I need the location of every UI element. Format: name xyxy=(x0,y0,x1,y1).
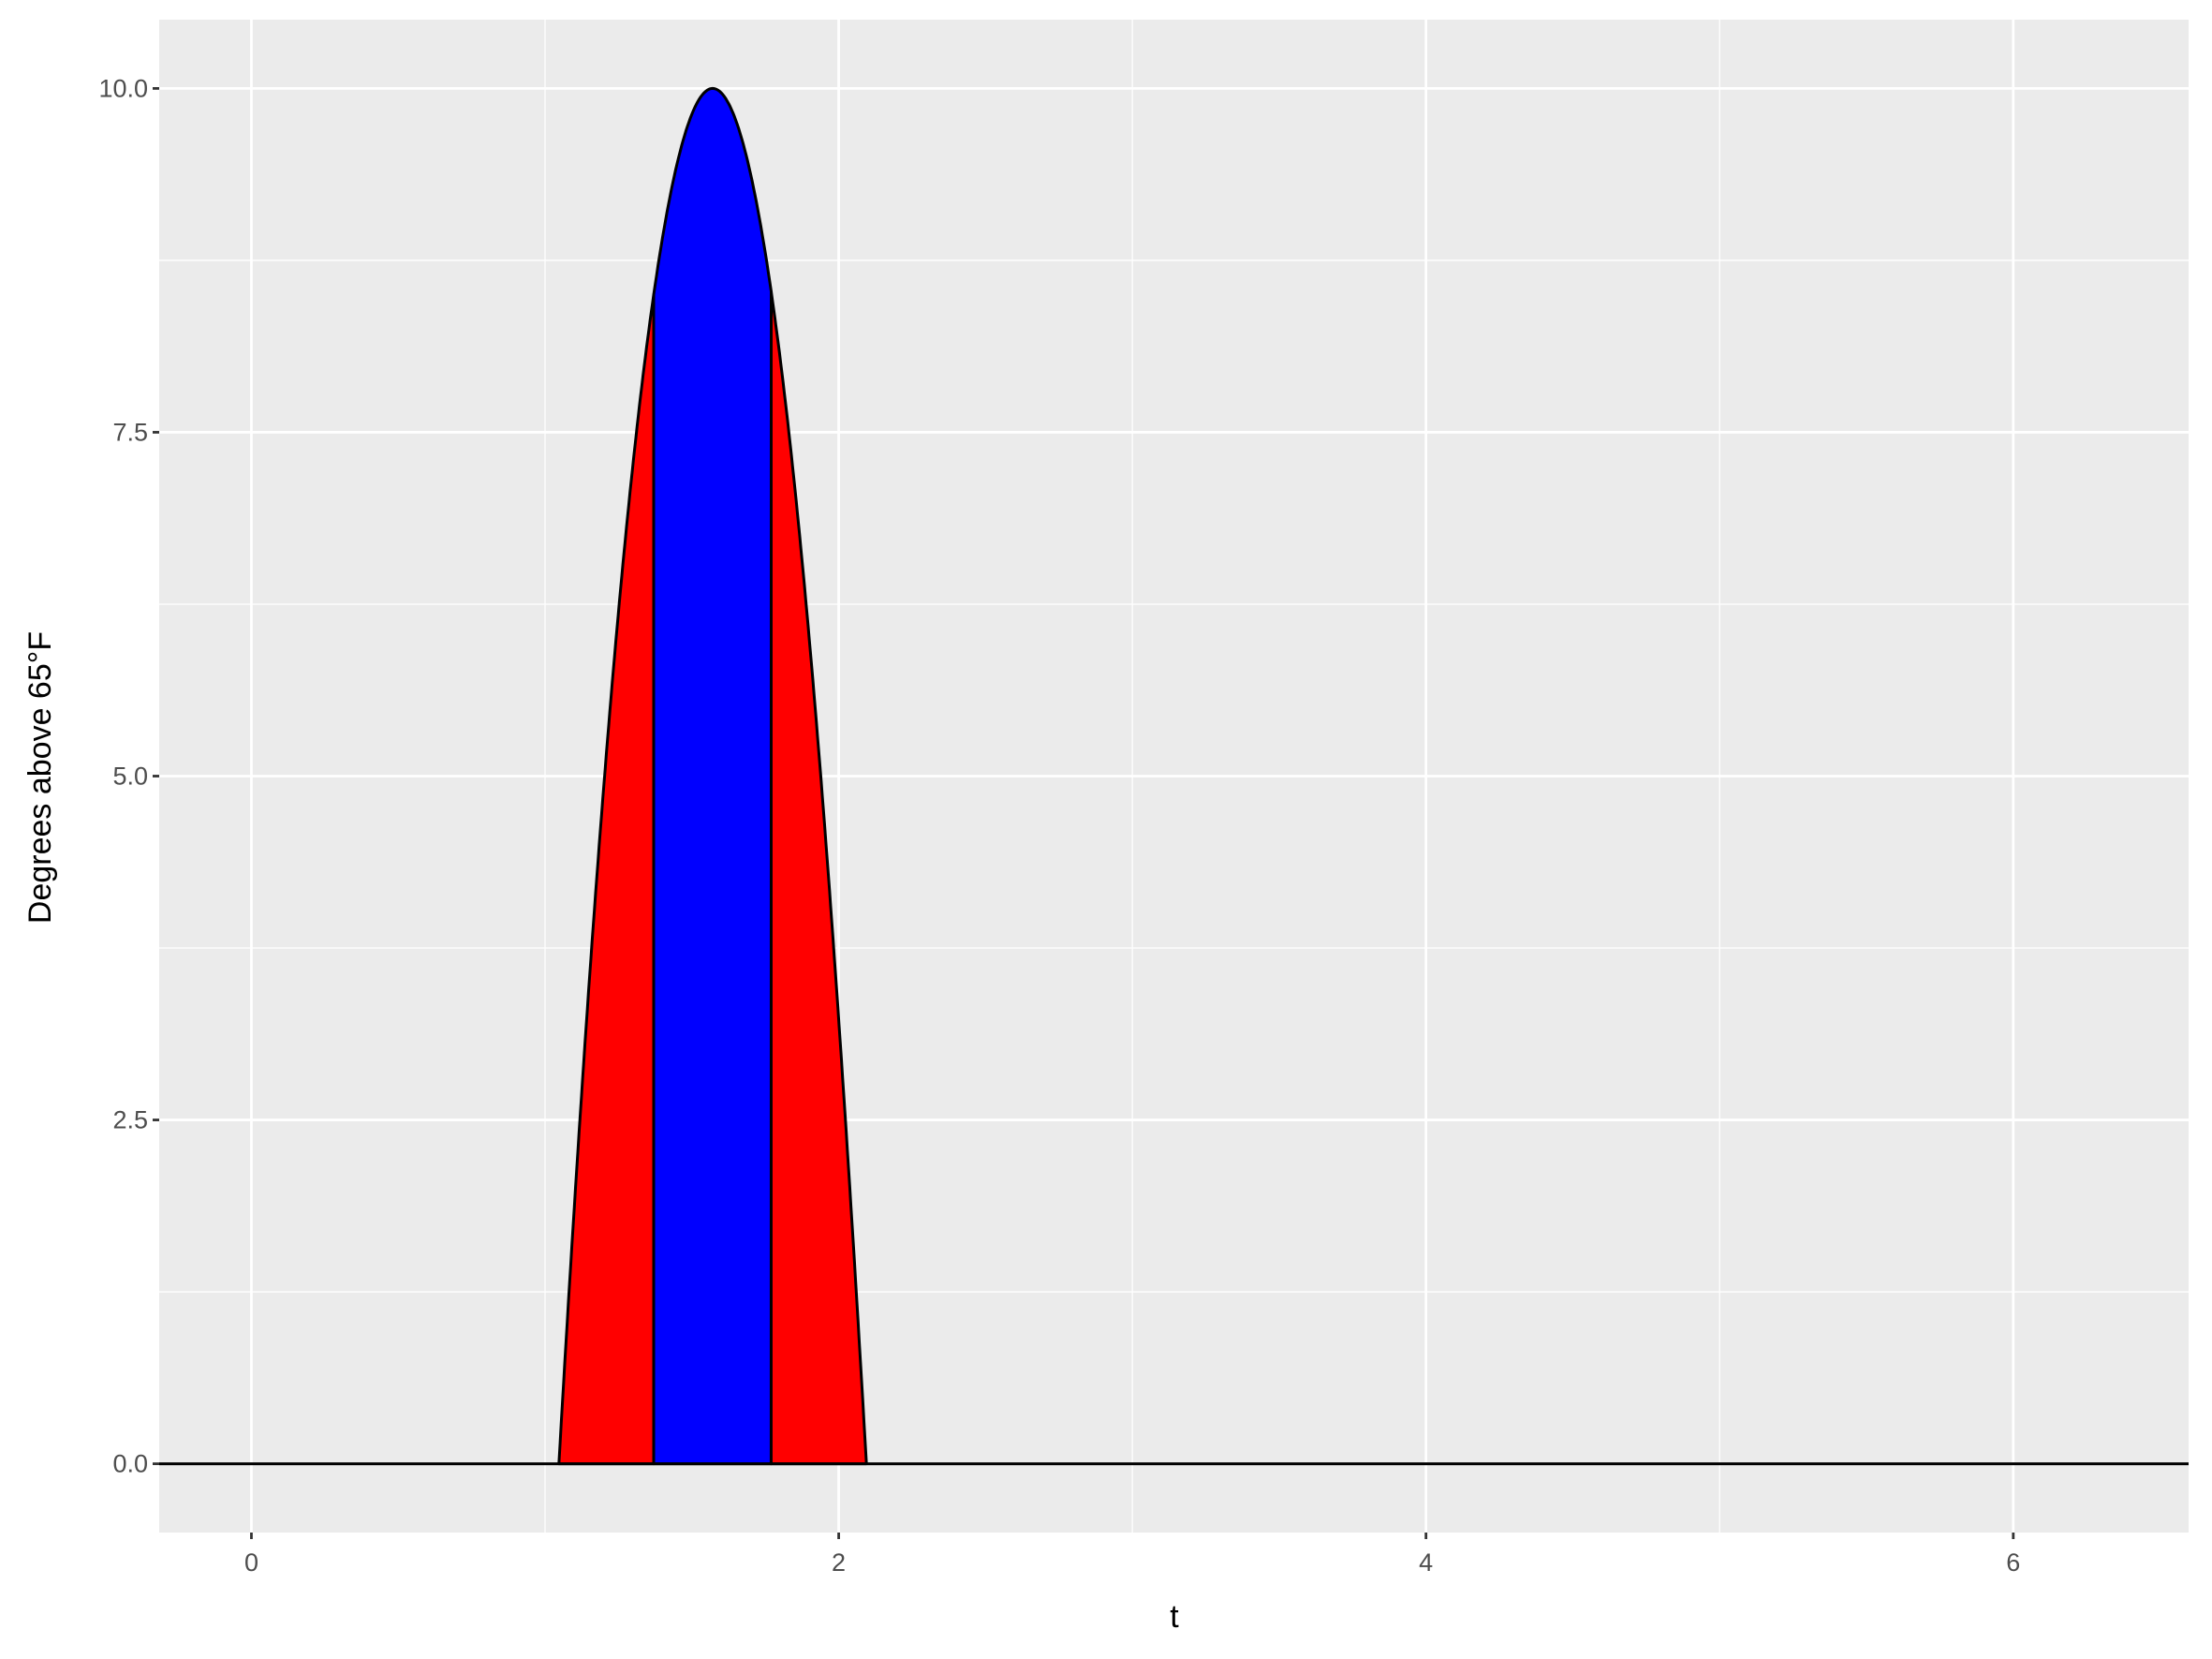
blue-area xyxy=(652,86,773,1466)
y-tick-label: 7.5 xyxy=(112,418,148,446)
gridlines xyxy=(159,20,2189,1533)
area-regions xyxy=(159,86,2189,1466)
x-tick-label: 2 xyxy=(832,1548,846,1577)
red-area xyxy=(557,293,656,1466)
x-tick-label: 0 xyxy=(244,1548,258,1577)
y-axis-title: Degrees above 65°F xyxy=(22,631,58,924)
y-tick-label: 5.0 xyxy=(112,763,148,791)
y-tick-label: 0.0 xyxy=(112,1450,148,1478)
y-tick-label: 10.0 xyxy=(98,74,148,102)
y-tick-label: 2.5 xyxy=(112,1106,148,1134)
x-axis-title: t xyxy=(1170,1599,1179,1635)
red-area xyxy=(769,289,868,1466)
axis-ticks: 0 2 4 6 0.0 2.5 5.0 7.5 10.0 xyxy=(98,74,2020,1577)
x-tick-label: 6 xyxy=(2006,1548,2020,1577)
x-tick-label: 4 xyxy=(1419,1548,1433,1577)
